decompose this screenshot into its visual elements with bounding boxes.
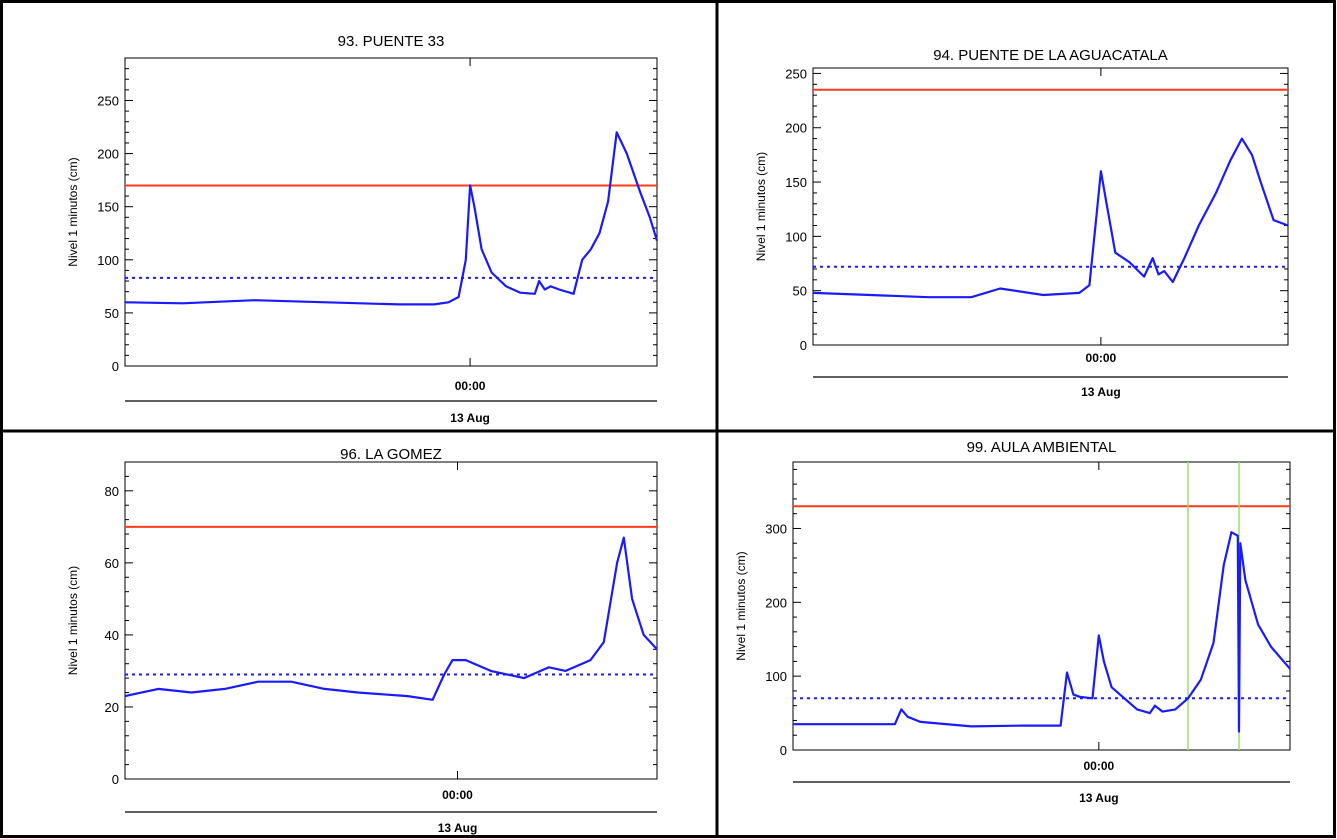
date-label: 13 Aug	[1081, 385, 1121, 399]
y-tick-label: 50	[105, 306, 119, 321]
y-axis-label: Nivel 1 minutos (cm)	[754, 152, 768, 261]
date-label: 13 Aug	[450, 411, 490, 425]
chart-panel-puente-33: 93. PUENTE 33 0 50 100 150 200 250 Nivel 1 minu…	[66, 33, 659, 425]
y-tick-label: 150	[785, 175, 807, 190]
date-label: 13 Aug	[438, 821, 478, 835]
y-tick-label: 100	[785, 229, 807, 244]
y-tick-label: 50	[793, 284, 807, 299]
level-series-line	[124, 536, 658, 701]
y-tick-label: 300	[765, 521, 787, 536]
y-tick-label: 80	[105, 484, 119, 499]
y-tick-label: 200	[765, 595, 787, 610]
y-tick-label: 250	[785, 66, 807, 81]
y-axis-label: Nivel 1 minutos (cm)	[734, 551, 748, 660]
chart-title: 99. AULA AMBIENTAL	[967, 439, 1117, 456]
y-tick-label: 200	[785, 121, 807, 136]
plot-frame	[124, 461, 658, 780]
level-series-line	[812, 137, 1289, 299]
x-tick-label: 00:00	[455, 379, 486, 393]
plot-frame	[792, 461, 1291, 751]
y-tick-label: 100	[97, 253, 119, 268]
chart-panel-aula-ambiental: 99. AULA AMBIENTAL 0 100 200 300 Nivel 1 minu…	[734, 439, 1291, 805]
y-tick-label: 0	[112, 772, 119, 787]
x-tick-label: 00:00	[1083, 759, 1114, 773]
y-tick-label: 150	[97, 200, 119, 215]
level-series-line	[124, 131, 659, 306]
y-tick-label: 100	[765, 669, 787, 684]
y-axis-label: Nivel 1 minutos (cm)	[66, 566, 80, 675]
chart-title: 94. PUENTE DE LA AGUACATALA	[933, 47, 1168, 64]
chart-title: 93. PUENTE 33	[338, 33, 445, 50]
chart-title: 96. LA GOMEZ	[340, 446, 442, 463]
chart-panel-la-gomez: 96. LA GOMEZ 0 20 40 60 80 Nivel 1 minutos (cm…	[66, 446, 658, 835]
y-tick-label: 250	[97, 93, 119, 108]
y-tick-label: 0	[800, 338, 807, 353]
date-label: 13 Aug	[1079, 791, 1119, 805]
y-tick-label: 20	[105, 700, 119, 715]
y-tick-label: 60	[105, 556, 119, 571]
x-tick-label: 00:00	[442, 788, 473, 802]
y-tick-label: 200	[97, 147, 119, 162]
y-tick-label: 40	[105, 628, 119, 643]
y-axis-label: Nivel 1 minutos (cm)	[66, 157, 80, 266]
plot-frame	[124, 57, 658, 367]
y-tick-label: 0	[112, 359, 119, 374]
y-tick-label: 0	[780, 743, 787, 758]
x-tick-label: 00:00	[1086, 351, 1117, 365]
plot-frame	[812, 67, 1289, 346]
level-series-line	[793, 531, 1291, 733]
chart-panel-puente-aguacatala: 94. PUENTE DE LA AGUACATALA 0 50 100 150 200 2…	[754, 47, 1289, 399]
